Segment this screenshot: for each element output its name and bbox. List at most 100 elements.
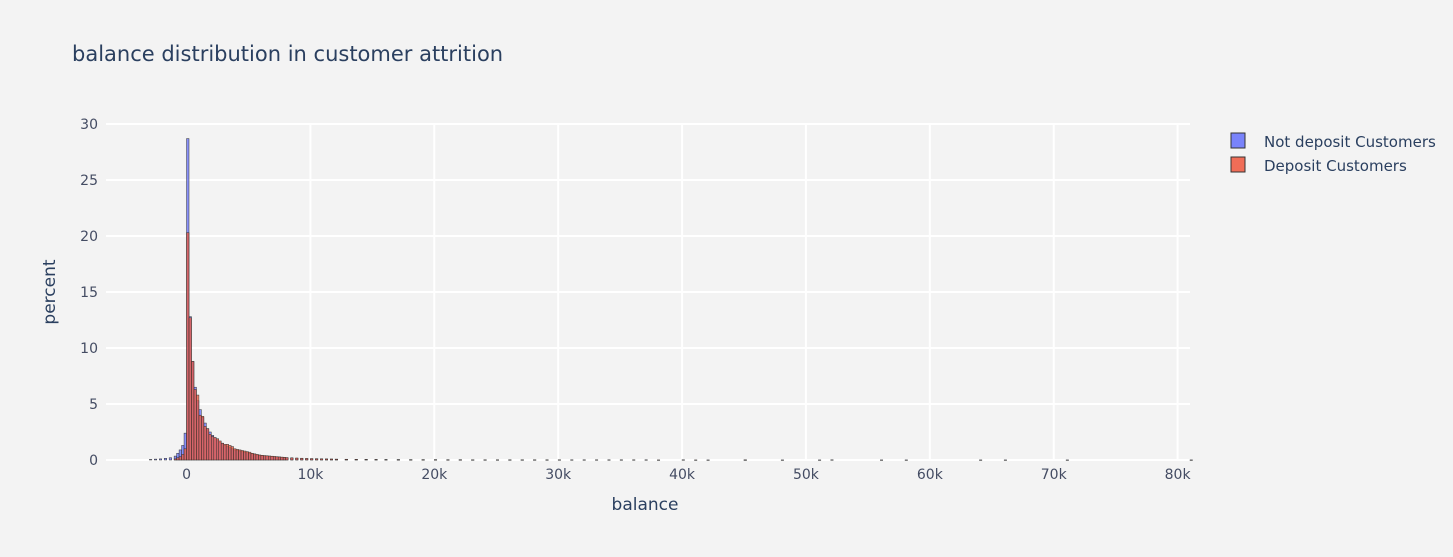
histogram-bar[interactable]	[178, 456, 182, 461]
histogram-bar[interactable]	[780, 459, 784, 461]
histogram-bar[interactable]	[277, 456, 281, 461]
histogram-bar[interactable]	[374, 459, 378, 461]
histogram-bar[interactable]	[305, 458, 309, 461]
histogram-bar[interactable]	[206, 428, 210, 461]
histogram-bar[interactable]	[681, 459, 685, 461]
histogram-bar[interactable]	[211, 436, 215, 461]
histogram-bar[interactable]	[325, 458, 329, 461]
histogram-bar[interactable]	[570, 459, 574, 461]
histogram-bar[interactable]	[595, 459, 599, 461]
legend-item-not-deposit[interactable]: Not deposit Customers	[1230, 132, 1436, 151]
histogram-bar[interactable]	[173, 458, 177, 461]
histogram-bar[interactable]	[193, 389, 197, 461]
histogram-bar[interactable]	[818, 459, 822, 461]
histogram-bar[interactable]	[315, 458, 319, 461]
histogram-bar[interactable]	[159, 458, 162, 461]
histogram-bar[interactable]	[1003, 459, 1007, 461]
histogram-bar[interactable]	[310, 458, 314, 461]
histogram-bar[interactable]	[168, 457, 172, 461]
histogram-bar[interactable]	[208, 433, 212, 461]
histogram-bar[interactable]	[188, 317, 192, 461]
histogram-bar[interactable]	[421, 459, 425, 461]
histogram-bar[interactable]	[272, 456, 276, 461]
histogram-bar[interactable]	[545, 459, 549, 461]
histogram-bar[interactable]	[520, 459, 524, 461]
histogram-bar[interactable]	[334, 458, 338, 461]
histogram-bar[interactable]	[743, 459, 747, 461]
histogram-bar[interactable]	[203, 426, 207, 461]
histogram-bar[interactable]	[409, 459, 413, 461]
legend-item-deposit[interactable]: Deposit Customers	[1230, 156, 1407, 175]
histogram-bar[interactable]	[198, 414, 202, 461]
histogram-bar[interactable]	[163, 458, 167, 461]
histogram-bar[interactable]	[619, 459, 623, 461]
histogram-bar[interactable]	[582, 459, 586, 461]
histogram-bar[interactable]	[258, 454, 262, 461]
histogram-bar[interactable]	[354, 459, 358, 461]
histogram-bar[interactable]	[243, 450, 247, 461]
histogram-bar[interactable]	[508, 459, 512, 461]
histogram-bar[interactable]	[329, 458, 333, 461]
histogram-bar[interactable]	[458, 459, 462, 461]
histogram-bar[interactable]	[255, 454, 259, 461]
histogram-bar[interactable]	[557, 459, 561, 461]
histogram-bar[interactable]	[364, 459, 368, 461]
histogram-bar[interactable]	[218, 440, 222, 461]
histogram-bar[interactable]	[290, 457, 294, 461]
histogram-bar[interactable]	[225, 444, 229, 461]
histogram-bar[interactable]	[282, 457, 286, 461]
histogram-bar[interactable]	[320, 458, 324, 461]
histogram-bar[interactable]	[235, 449, 239, 461]
histogram-bar[interactable]	[201, 416, 205, 461]
histogram-bar[interactable]	[694, 459, 698, 461]
histogram-bar[interactable]	[434, 459, 438, 461]
histogram-bar[interactable]	[260, 455, 264, 461]
histogram-bar[interactable]	[245, 451, 249, 461]
histogram-bar[interactable]	[196, 394, 200, 461]
histogram-bar[interactable]	[183, 448, 187, 461]
histogram-bar[interactable]	[632, 459, 636, 461]
histogram-bar[interactable]	[265, 455, 269, 461]
histogram-bar[interactable]	[396, 459, 400, 461]
histogram-bar[interactable]	[830, 459, 834, 461]
histogram-bar[interactable]	[149, 459, 153, 461]
histogram-bar[interactable]	[176, 457, 180, 461]
histogram-bar[interactable]	[285, 457, 289, 461]
histogram-bar[interactable]	[240, 450, 244, 461]
histogram-bar[interactable]	[230, 446, 234, 461]
histogram-bar[interactable]	[880, 459, 884, 461]
histogram-bar[interactable]	[233, 448, 237, 461]
histogram-bar[interactable]	[154, 458, 158, 461]
histogram-bar[interactable]	[275, 456, 279, 461]
histogram-bar[interactable]	[268, 455, 272, 461]
histogram-bar[interactable]	[216, 438, 219, 461]
histogram-bar[interactable]	[979, 459, 983, 461]
histogram-bar[interactable]	[250, 453, 254, 461]
histogram-bar[interactable]	[1189, 459, 1193, 461]
histogram-bar[interactable]	[300, 457, 304, 461]
histogram-bar[interactable]	[644, 459, 648, 461]
histogram-bar[interactable]	[495, 459, 499, 461]
histogram-bar[interactable]	[248, 451, 252, 461]
histogram-bar[interactable]	[1065, 459, 1069, 461]
histogram-bar[interactable]	[471, 459, 475, 461]
histogram-bar[interactable]	[253, 453, 257, 461]
histogram-bar[interactable]	[223, 444, 227, 461]
histogram-bar[interactable]	[533, 459, 537, 461]
histogram-bar[interactable]	[228, 445, 232, 461]
histogram-bar[interactable]	[706, 459, 710, 461]
histogram-bar[interactable]	[384, 459, 388, 461]
histogram-bar[interactable]	[238, 449, 242, 461]
histogram-bar[interactable]	[270, 455, 274, 461]
histogram-bar[interactable]	[263, 455, 267, 461]
histogram-bar[interactable]	[344, 458, 348, 461]
histogram-bar[interactable]	[904, 459, 908, 461]
histogram-bar[interactable]	[607, 459, 611, 461]
histogram-bar[interactable]	[295, 457, 299, 461]
histogram-bar[interactable]	[191, 361, 195, 461]
histogram-bar[interactable]	[657, 459, 661, 461]
histogram-bar[interactable]	[181, 454, 185, 461]
histogram-bar[interactable]	[220, 442, 224, 461]
histogram-bar[interactable]	[213, 437, 217, 461]
histogram-bar[interactable]	[446, 459, 450, 461]
